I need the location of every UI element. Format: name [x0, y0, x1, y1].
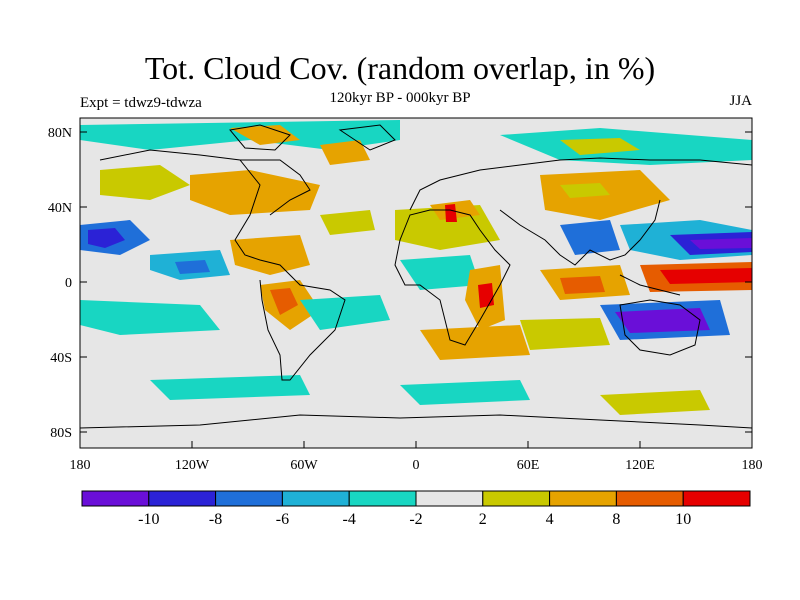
lat-label: 0 [65, 276, 72, 291]
anomaly-patch [80, 420, 752, 445]
anomaly-patch [150, 375, 310, 400]
coastline [338, 124, 396, 151]
anomaly-patch [660, 268, 752, 284]
coastline [80, 414, 752, 429]
lat-label: 40S [50, 351, 72, 366]
anomaly-patch [320, 210, 375, 235]
anomaly-patch [80, 300, 220, 335]
lon-label: 120E [625, 458, 655, 473]
colorbar-label: 10 [675, 511, 691, 528]
anomaly-patch [445, 204, 457, 222]
anomaly-patch [560, 183, 610, 198]
anomaly-patch [615, 308, 710, 333]
colorbar-swatch [215, 490, 283, 507]
season-label: JJA [729, 93, 752, 109]
colorbar-swatch [148, 490, 217, 507]
colorbar-label: 4 [546, 511, 554, 528]
coastline [229, 124, 291, 151]
coastline [394, 209, 511, 346]
lon-label: 120W [175, 458, 210, 473]
lat-label: 80S [50, 426, 72, 441]
coastline [99, 149, 346, 381]
anomaly-patch [600, 390, 710, 415]
anomaly-field [80, 120, 752, 445]
anomaly-patch [420, 325, 530, 360]
colorbar-label: -10 [138, 511, 159, 528]
colorbar-label: 8 [612, 511, 620, 528]
lon-label: 180 [742, 458, 763, 473]
colorbar-label: -4 [343, 511, 356, 528]
coastline [619, 274, 681, 296]
anomaly-patch [270, 288, 298, 315]
experiment-label: Expt = tdwz9-tdwza [80, 95, 202, 111]
lon-ticks [191, 441, 641, 448]
lat-label: 40N [48, 201, 72, 216]
lat-label: 80N [48, 126, 72, 141]
colorbar-label: -8 [209, 511, 222, 528]
anomaly-patch [478, 283, 494, 308]
coastline [499, 199, 661, 266]
colorbar-swatch [348, 490, 417, 507]
lon-label: 60W [290, 458, 318, 473]
colorbar-label: 2 [479, 511, 487, 528]
colorbar-swatch [549, 490, 617, 507]
lon-label: 60E [517, 458, 540, 473]
colorbar-label: -6 [276, 511, 289, 528]
anomaly-patch [190, 170, 320, 215]
anomaly-patch [230, 235, 310, 275]
lon-label: 0 [413, 458, 420, 473]
coastlines [80, 124, 752, 429]
anomaly-patch [100, 165, 190, 200]
coastline [409, 157, 752, 211]
anomaly-patch [320, 140, 370, 165]
colorbar-label: -2 [409, 511, 422, 528]
colorbar-swatch [682, 490, 751, 507]
colorbar: -10 -8 -6 -4 -2 2 4 8 10 [81, 490, 751, 528]
anomaly-patch [560, 276, 605, 294]
lat-ticks [80, 131, 752, 433]
coastline [240, 159, 311, 216]
anomaly-patch [395, 205, 500, 250]
lon-label: 180 [70, 458, 91, 473]
colorbar-swatch [615, 490, 684, 507]
anomaly-patch [175, 260, 210, 274]
anomaly-patch [230, 125, 300, 145]
chart-title: Tot. Cloud Cov. (random overlap, in %) [144, 50, 656, 86]
coastline [619, 299, 701, 356]
anomaly-patch [560, 138, 640, 155]
colorbar-swatch [81, 490, 150, 507]
colorbar-swatch [415, 490, 484, 507]
colorbar-swatch [482, 490, 551, 507]
anomaly-patch [88, 228, 125, 248]
anomaly-patch [300, 295, 390, 330]
colorbar-swatch [281, 490, 350, 507]
anomaly-patch [560, 220, 620, 255]
anomaly-patch [400, 255, 480, 290]
anomaly-patch [400, 380, 530, 405]
anomaly-patch [690, 238, 752, 249]
anomaly-patch [80, 120, 400, 150]
chart-subtitle: 120kyr BP - 000kyr BP [329, 90, 471, 106]
anomaly-patch [520, 318, 610, 350]
